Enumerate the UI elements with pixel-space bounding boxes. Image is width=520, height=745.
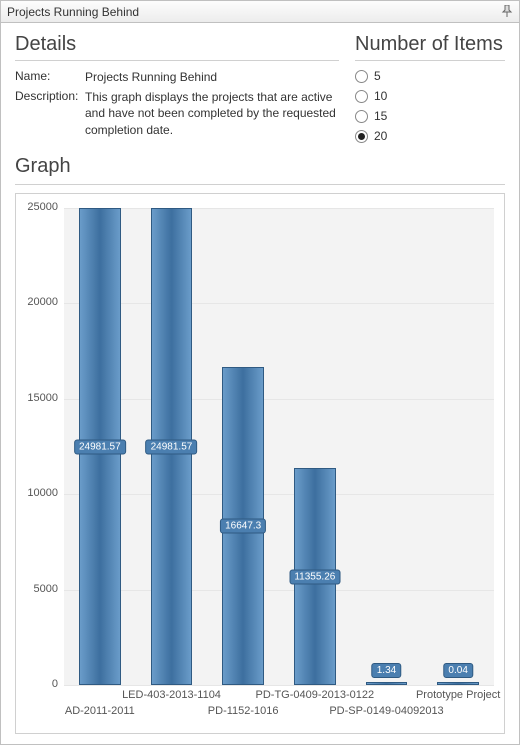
radio-group: 5 10 15 20 <box>355 69 505 143</box>
gridline <box>64 399 494 400</box>
radio-option-10[interactable]: 10 <box>355 89 505 103</box>
gridline <box>64 685 494 686</box>
pin-icon[interactable] <box>499 3 515 19</box>
window-titlebar: Projects Running Behind <box>1 1 519 23</box>
x-tick-label: PD-TG-0409-2013-0122 <box>256 689 375 701</box>
detail-name-label: Name: <box>15 69 85 85</box>
bar: 16647.3 <box>222 367 264 685</box>
radio-label: 15 <box>374 109 387 123</box>
x-tick-label: LED-403-2013-1104 <box>122 689 221 701</box>
gridline <box>64 494 494 495</box>
y-tick-label: 25000 <box>16 201 58 213</box>
details-heading: Details <box>15 33 339 56</box>
bar: 11355.26 <box>294 468 336 685</box>
radio-label: 10 <box>374 89 387 103</box>
x-tick-label: PD-1152-1016 <box>208 705 279 717</box>
radio-icon[interactable] <box>355 70 368 83</box>
x-tick-label: AD-2011-2011 <box>65 705 135 717</box>
radio-icon[interactable] <box>355 130 368 143</box>
radio-option-5[interactable]: 5 <box>355 69 505 83</box>
bar-value-label: 24981.57 <box>74 439 126 454</box>
details-area: Details Name: Projects Running Behind De… <box>1 23 519 149</box>
radio-label: 20 <box>374 129 387 143</box>
divider <box>355 60 505 61</box>
y-tick-label: 20000 <box>16 296 58 308</box>
radio-icon[interactable] <box>355 90 368 103</box>
gridline <box>64 303 494 304</box>
x-tick-label: Prototype Project <box>416 689 500 701</box>
bar: 1.34 <box>366 682 408 685</box>
graph-section: Graph 24981.5724981.5716647.311355.261.3… <box>1 149 519 744</box>
bar: 24981.57 <box>79 208 121 685</box>
plot-area: 24981.5724981.5716647.311355.261.340.04 <box>64 208 494 685</box>
bar: 24981.57 <box>151 208 193 685</box>
number-of-items-heading: Number of Items <box>355 33 505 56</box>
detail-description-label: Description: <box>15 89 85 138</box>
detail-description-row: Description: This graph displays the pro… <box>15 89 339 138</box>
y-tick-label: 15000 <box>16 392 58 404</box>
bar-value-label: 24981.57 <box>146 439 198 454</box>
radio-label: 5 <box>374 69 381 83</box>
bar-value-label: 16647.3 <box>220 519 266 534</box>
window-title: Projects Running Behind <box>7 5 139 19</box>
gridline <box>64 590 494 591</box>
detail-name-row: Name: Projects Running Behind <box>15 69 339 85</box>
bar-value-label: 11355.26 <box>289 569 340 584</box>
detail-description-value: This graph displays the projects that ar… <box>85 89 339 138</box>
bar-value-label: 0.04 <box>443 663 472 678</box>
chart-area: 24981.5724981.5716647.311355.261.340.040… <box>15 193 505 734</box>
x-tick-label: PD-SP-0149-04092013 <box>329 705 443 717</box>
panel: Projects Running Behind Details Name: Pr… <box>0 0 520 745</box>
radio-option-20[interactable]: 20 <box>355 129 505 143</box>
radio-icon[interactable] <box>355 110 368 123</box>
divider <box>15 60 339 61</box>
details-section: Details Name: Projects Running Behind De… <box>15 33 339 149</box>
radio-option-15[interactable]: 15 <box>355 109 505 123</box>
y-tick-label: 5000 <box>16 583 58 595</box>
bar-value-label: 1.34 <box>372 663 401 678</box>
graph-heading: Graph <box>15 155 505 178</box>
y-tick-label: 0 <box>16 678 58 690</box>
detail-name-value: Projects Running Behind <box>85 69 339 85</box>
divider <box>15 184 505 185</box>
number-of-items-section: Number of Items 5 10 15 20 <box>355 33 505 149</box>
gridline <box>64 208 494 209</box>
y-tick-label: 10000 <box>16 487 58 499</box>
bar: 0.04 <box>437 682 479 685</box>
